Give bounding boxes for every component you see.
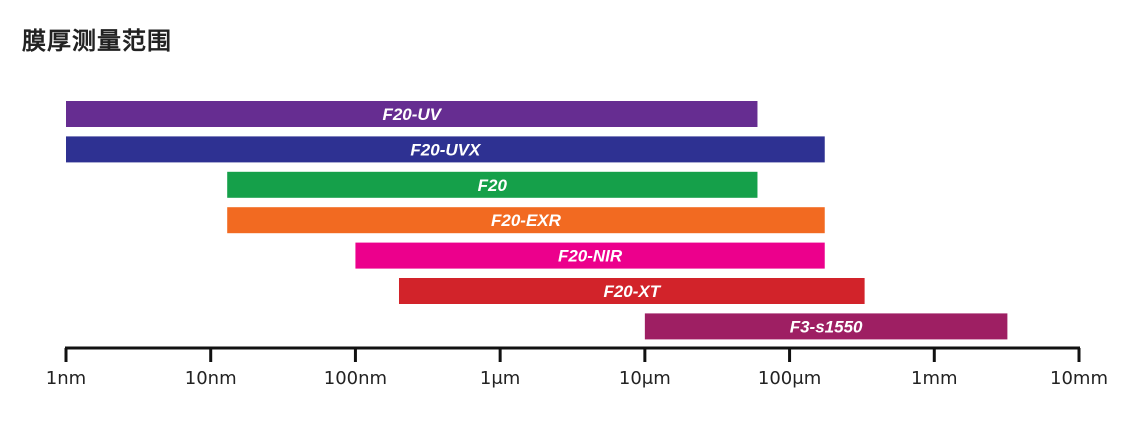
- bar-f20-uvx: [66, 136, 825, 163]
- bar-label-f20: F20: [478, 176, 508, 195]
- bars-layer: F20-UV F20-UVX F20 F20-EXR F20-NIR F20-XT F3-s…: [66, 101, 1008, 340]
- x-tick-label: 10μm: [619, 368, 671, 389]
- bar-label-f20-xt: F20-XT: [603, 282, 661, 301]
- bar-label-f3-s1550: F3-s1550: [790, 317, 863, 336]
- bar-label-f20-uv: F20-UV: [382, 105, 442, 124]
- x-tick-label: 10mm: [1050, 368, 1108, 389]
- bar-label-f20-nir: F20-NIR: [558, 247, 623, 266]
- bar-label-f20-uvx: F20-UVX: [410, 140, 482, 159]
- bar-f20-uv: [66, 101, 758, 127]
- bar-f20-exr: [227, 207, 825, 234]
- x-axis: 1nm 10nm 100nm 1μm 10μm 100μm 1mm 10mm: [46, 346, 1108, 389]
- bar-f20: [227, 171, 758, 198]
- bar-f20-nir: [355, 242, 825, 269]
- x-tick-label: 1nm: [46, 368, 86, 389]
- bar-label-f20-exr: F20-EXR: [491, 211, 562, 230]
- bar-f20-xt: [398, 278, 865, 304]
- x-tick-label: 100μm: [758, 368, 821, 389]
- bar-f3-s1550: [644, 313, 1008, 340]
- x-tick-label: 1μm: [480, 368, 520, 389]
- x-tick-label: 10nm: [185, 368, 237, 389]
- x-tick-label: 1mm: [911, 368, 958, 389]
- x-tick-label: 100nm: [324, 368, 387, 389]
- chart-title: 膜厚测量范围: [22, 27, 172, 55]
